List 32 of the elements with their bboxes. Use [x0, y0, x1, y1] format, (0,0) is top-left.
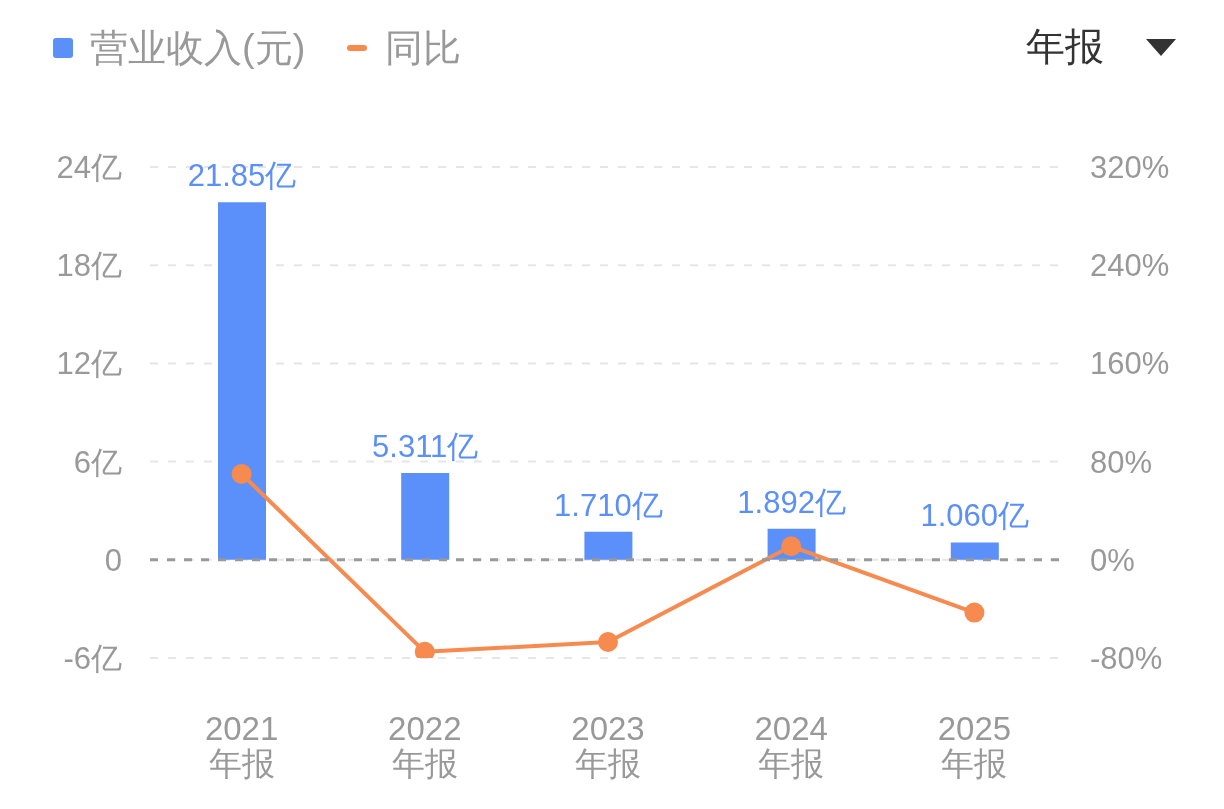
y-tick-label: 24亿 — [56, 150, 122, 186]
legend-label: 同比 — [385, 26, 462, 71]
y2-tick-label: 80% — [1090, 444, 1153, 480]
y-tick-label: -6亿 — [63, 641, 122, 677]
y2-tick-label: -80% — [1090, 641, 1163, 677]
x-tick-label: 2024 年报 — [754, 710, 828, 782]
point — [231, 463, 252, 484]
bar — [584, 531, 633, 560]
y2-tick-label: 240% — [1090, 248, 1170, 284]
y-tick-label: 12亿 — [56, 346, 122, 382]
y-tick-label: 6亿 — [73, 444, 122, 480]
data-label: 5.311亿 — [372, 428, 479, 464]
bar — [950, 542, 999, 560]
data-label: 1.710亿 — [554, 487, 663, 523]
text: 年报 — [1026, 24, 1104, 70]
y2-tick-label: 320% — [1090, 150, 1170, 186]
x-tick-label: 2023 年报 — [571, 710, 645, 782]
data-label: 21.85亿 — [187, 158, 297, 194]
y2-tick-label: 160% — [1090, 346, 1170, 382]
point — [964, 602, 985, 623]
legend-label: 营业收入(元) — [90, 26, 306, 71]
data-label: 1.892亿 — [737, 484, 846, 520]
bar — [218, 202, 266, 560]
x-tick-label: 2021 年报 — [204, 710, 279, 782]
x-tick-label: 2025 年报 — [937, 710, 1012, 782]
y-tick-label: 18亿 — [56, 248, 122, 284]
point — [598, 632, 618, 653]
bar — [401, 472, 450, 560]
data-label: 1.060亿 — [920, 498, 1030, 534]
y-tick-label: 0 — [104, 542, 122, 578]
x-tick-label: 2022 年报 — [388, 710, 462, 782]
y2-tick-label: 0% — [1090, 542, 1135, 578]
